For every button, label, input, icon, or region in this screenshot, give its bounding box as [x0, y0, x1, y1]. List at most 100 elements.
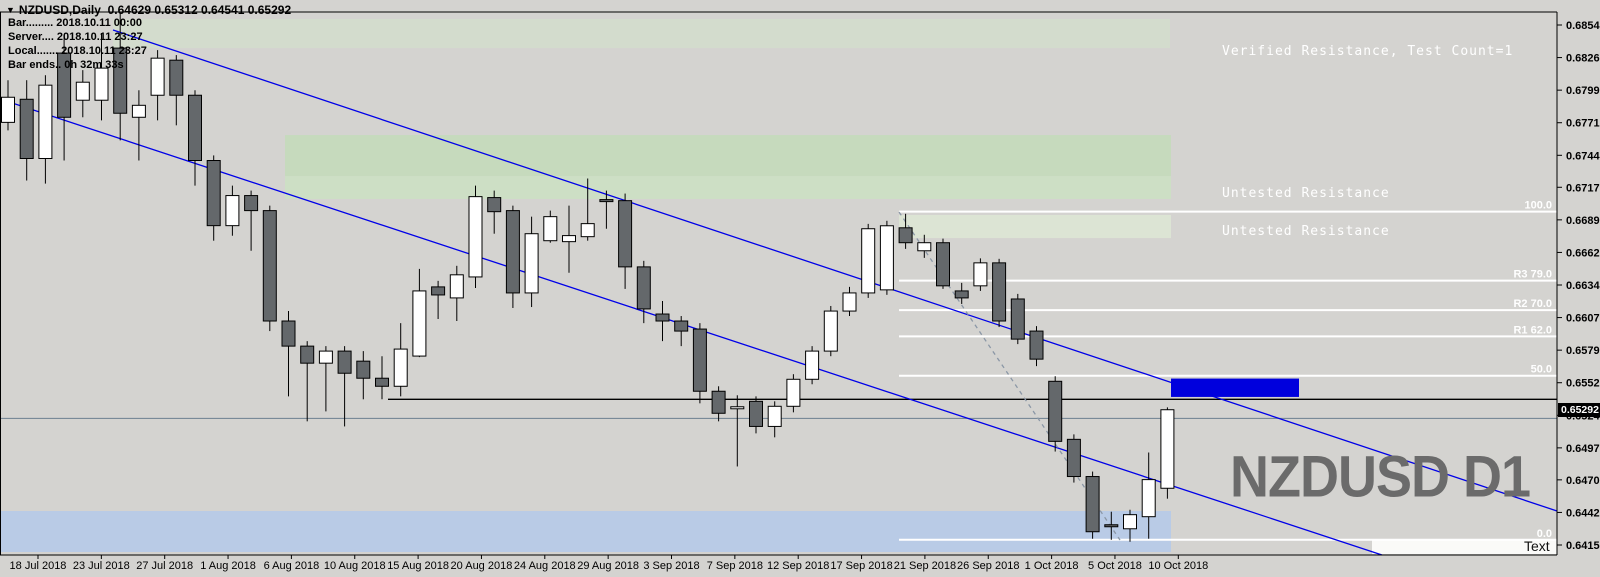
candle-body-bullish	[879, 225, 894, 291]
candle	[131, 90, 146, 161]
date-axis-label[interactable]: 1 Oct 2018	[1025, 560, 1079, 572]
date-axis-label[interactable]: 15 Aug 2018	[387, 560, 449, 572]
price-axis-label[interactable]: 0.65795	[1566, 345, 1600, 357]
candle-body-bearish	[655, 313, 670, 322]
date-axis-label[interactable]: 10 Oct 2018	[1148, 560, 1208, 572]
candle-body-bearish	[281, 320, 296, 347]
candle-body-bearish	[1010, 298, 1025, 340]
price-axis-label[interactable]: 0.64150	[1566, 540, 1600, 552]
candle	[206, 155, 221, 241]
price-axis-label[interactable]: 0.68265	[1566, 53, 1600, 65]
date-axis-label[interactable]: 18 Jul 2018	[10, 560, 67, 572]
date-axis-label[interactable]: 20 Aug 2018	[451, 560, 513, 572]
candle-body-bullish	[412, 290, 427, 357]
candle	[1, 80, 15, 131]
candle	[917, 234, 932, 258]
candle-body-bullish	[38, 84, 53, 159]
candle	[505, 205, 520, 308]
date-axis-label[interactable]: 10 Aug 2018	[324, 560, 386, 572]
channel-upper-line[interactable]	[112, 29, 1558, 512]
candle-body-bullish	[823, 310, 838, 352]
untested-resistance-zone-lower[interactable]	[899, 214, 1171, 239]
candle	[973, 258, 988, 291]
untested-resistance-zone-upper-b[interactable]	[285, 176, 1171, 200]
date-axis-label[interactable]: 24 Aug 2018	[514, 560, 576, 572]
candle-body-bearish	[19, 98, 34, 159]
candle	[38, 75, 53, 184]
candle-body-bullish	[917, 242, 932, 252]
blue-rectangle-object[interactable]	[1171, 378, 1299, 397]
candle	[992, 258, 1007, 328]
candle	[805, 346, 820, 385]
candle	[655, 300, 670, 342]
candle	[19, 80, 34, 181]
candle	[879, 220, 894, 295]
candle	[393, 323, 408, 397]
candle	[169, 55, 184, 126]
candle	[767, 401, 782, 438]
dropdown-triangle-icon[interactable]: ▼	[6, 5, 15, 15]
untested-resistance-zone-upper[interactable]	[285, 135, 1171, 177]
candle	[150, 50, 165, 121]
verified-resistance-zone[interactable]	[113, 18, 1170, 49]
price-axis-label[interactable]: 0.66345	[1566, 280, 1600, 292]
candle-body-bullish	[75, 81, 90, 101]
candle	[356, 351, 371, 400]
date-axis-label[interactable]: 29 Aug 2018	[577, 560, 639, 572]
candle	[449, 265, 464, 322]
text-object-label[interactable]: Text	[1524, 538, 1550, 554]
candle-body-bearish	[487, 197, 502, 213]
candle-body-bearish	[505, 210, 520, 294]
candle-body-bearish	[954, 290, 969, 299]
price-axis-label[interactable]: 0.66895	[1566, 215, 1600, 227]
price-axis-label[interactable]: 0.64425	[1566, 507, 1600, 519]
candle	[823, 305, 838, 357]
candle-body-bearish	[1048, 380, 1063, 442]
candle	[1123, 509, 1137, 542]
candle	[861, 223, 876, 298]
date-axis-label[interactable]: 3 Sep 2018	[643, 560, 699, 572]
date-axis-label[interactable]: 7 Sep 2018	[707, 560, 763, 572]
measure-dashed-line[interactable]	[898, 211, 1121, 541]
candle-body-bullish	[1123, 514, 1137, 530]
date-axis-label[interactable]: 23 Jul 2018	[73, 560, 130, 572]
support-zone-blue[interactable]	[0, 511, 1171, 552]
candle	[1010, 293, 1025, 345]
annotation-untested-resistance-1: Untested Resistance	[1222, 186, 1390, 201]
annotation-untested-resistance-2: Untested Resistance	[1222, 224, 1390, 239]
date-axis-label[interactable]: 1 Aug 2018	[200, 560, 256, 572]
candle	[1160, 407, 1175, 499]
date-axis-label[interactable]: 26 Sep 2018	[957, 560, 1019, 572]
price-axis-label[interactable]: 0.67715	[1566, 118, 1600, 130]
candle	[300, 341, 315, 422]
candle	[57, 37, 72, 161]
date-axis-label[interactable]: 5 Oct 2018	[1088, 560, 1142, 572]
candle-body-bearish	[636, 266, 651, 310]
candle-body-bearish	[618, 200, 633, 268]
text-object-strip	[1372, 539, 1557, 554]
candle-body-bearish	[57, 52, 72, 118]
date-axis-label[interactable]: 27 Jul 2018	[136, 560, 193, 572]
candle-body-bullish	[225, 195, 240, 227]
current-price-tag: 0.65292	[1558, 403, 1600, 417]
candle-body-bearish	[188, 94, 202, 162]
date-axis-label[interactable]: 12 Sep 2018	[767, 560, 829, 572]
date-axis-label[interactable]: 6 Aug 2018	[264, 560, 320, 572]
candle	[244, 190, 259, 251]
fib-label-R3-79.0: R3 79.0	[1513, 269, 1552, 281]
candle	[599, 190, 614, 229]
channel-lower-line[interactable]	[0, 98, 1383, 556]
date-axis-label[interactable]: 17 Sep 2018	[830, 560, 892, 572]
date-axis-label[interactable]: 21 Sep 2018	[894, 560, 956, 572]
